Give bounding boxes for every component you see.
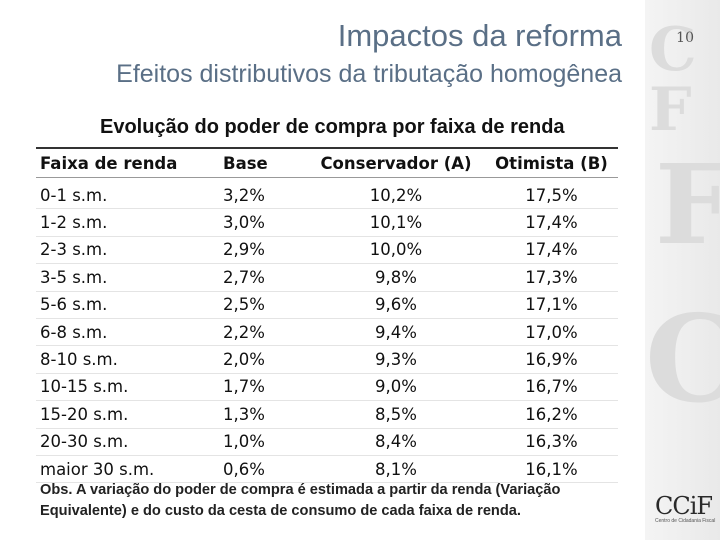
- cell-income-range: 5-6 s.m.: [36, 291, 219, 319]
- decorative-letters: Ci: [645, 289, 720, 430]
- cell-optimistic: 17,1%: [485, 291, 618, 319]
- cell-income-range: 15-20 s.m.: [36, 400, 219, 429]
- cell-conservative: 9,6%: [307, 291, 485, 319]
- cell-optimistic: 16,9%: [485, 345, 618, 374]
- cell-income-range: 3-5 s.m.: [36, 263, 219, 292]
- table-row: maior 30 s.m. 0,6% 8,1% 16,1%: [36, 455, 618, 484]
- cell-base: 0,6%: [219, 455, 307, 484]
- table-row: 1-2 s.m. 3,0% 10,1% 17,4%: [36, 208, 618, 237]
- logo-tagline: Centro de Cidadania Fiscal: [655, 518, 716, 524]
- cell-optimistic: 16,1%: [485, 455, 618, 484]
- cell-income-range: 8-10 s.m.: [36, 345, 219, 374]
- cell-optimistic: 17,3%: [485, 263, 618, 292]
- cell-base: 2,7%: [219, 263, 307, 292]
- table-row: 2-3 s.m. 2,9% 10,0% 17,4%: [36, 236, 618, 265]
- ccif-logo: CCiF: [655, 492, 713, 520]
- cell-optimistic: 17,5%: [485, 177, 618, 210]
- cell-conservative: 8,5%: [307, 400, 485, 429]
- cell-conservative: 10,2%: [307, 177, 485, 210]
- cell-income-range: maior 30 s.m.: [36, 455, 219, 484]
- column-header-income-range: Faixa de renda: [36, 147, 219, 178]
- cell-income-range: 20-30 s.m.: [36, 428, 219, 456]
- table-row: 0-1 s.m. 3,2% 10,2% 17,5%: [36, 177, 618, 210]
- cell-base: 1,7%: [219, 373, 307, 402]
- table-row: 20-30 s.m. 1,0% 8,4% 16,3%: [36, 428, 618, 456]
- column-header-optimistic: Otimista (B): [485, 147, 618, 178]
- cell-income-range: 2-3 s.m.: [36, 236, 219, 265]
- cell-base: 1,3%: [219, 400, 307, 429]
- cell-optimistic: 16,3%: [485, 428, 618, 456]
- cell-base: 2,5%: [219, 291, 307, 319]
- cell-conservative: 8,4%: [307, 428, 485, 456]
- cell-base: 3,2%: [219, 177, 307, 210]
- cell-conservative: 9,8%: [307, 263, 485, 292]
- slide-subtitle: Efeitos distributivos da tributação homo…: [116, 60, 622, 88]
- cell-optimistic: 17,4%: [485, 208, 618, 237]
- purchasing-power-table: Faixa de renda Base Conservador (A) Otim…: [36, 147, 618, 484]
- table-row: 15-20 s.m. 1,3% 8,5% 16,2%: [36, 400, 618, 429]
- cell-optimistic: 17,0%: [485, 318, 618, 347]
- cell-conservative: 9,3%: [307, 345, 485, 374]
- cell-base: 2,0%: [219, 345, 307, 374]
- cell-optimistic: 17,4%: [485, 236, 618, 265]
- cell-income-range: 1-2 s.m.: [36, 208, 219, 237]
- slide-number: 10: [676, 30, 694, 46]
- cell-base: 2,2%: [219, 318, 307, 347]
- cell-income-range: 10-15 s.m.: [36, 373, 219, 402]
- cell-base: 2,9%: [219, 236, 307, 265]
- slide-title: Impactos da reforma: [337, 18, 622, 53]
- cell-conservative: 8,1%: [307, 455, 485, 484]
- cell-optimistic: 16,2%: [485, 400, 618, 429]
- table-row: 8-10 s.m. 2,0% 9,3% 16,9%: [36, 345, 618, 374]
- table-row: 5-6 s.m. 2,5% 9,6% 17,1%: [36, 291, 618, 319]
- table-heading: Evolução do poder de compra por faixa de…: [100, 116, 565, 138]
- column-header-base: Base: [219, 147, 307, 178]
- cell-conservative: 10,1%: [307, 208, 485, 237]
- cell-optimistic: 16,7%: [485, 373, 618, 402]
- decorative-side-panel: CF Fi Ci: [645, 0, 720, 540]
- cell-income-range: 0-1 s.m.: [36, 177, 219, 210]
- cell-income-range: 6-8 s.m.: [36, 318, 219, 347]
- decorative-letters: Fi: [655, 140, 720, 269]
- table-header-row: Faixa de renda Base Conservador (A) Otim…: [36, 147, 618, 178]
- column-header-conservative: Conservador (A): [307, 147, 485, 178]
- table-row: 10-15 s.m. 1,7% 9,0% 16,7%: [36, 373, 618, 402]
- cell-conservative: 10,0%: [307, 236, 485, 265]
- table-row: 6-8 s.m. 2,2% 9,4% 17,0%: [36, 318, 618, 347]
- cell-conservative: 9,0%: [307, 373, 485, 402]
- table-row: 3-5 s.m. 2,7% 9,8% 17,3%: [36, 263, 618, 292]
- cell-conservative: 9,4%: [307, 318, 485, 347]
- table-body: 0-1 s.m. 3,2% 10,2% 17,5% 1-2 s.m. 3,0% 10,1% 1…: [36, 177, 618, 484]
- cell-base: 3,0%: [219, 208, 307, 237]
- table-note: Obs. A variação do poder de compra é est…: [40, 482, 561, 519]
- cell-base: 1,0%: [219, 428, 307, 456]
